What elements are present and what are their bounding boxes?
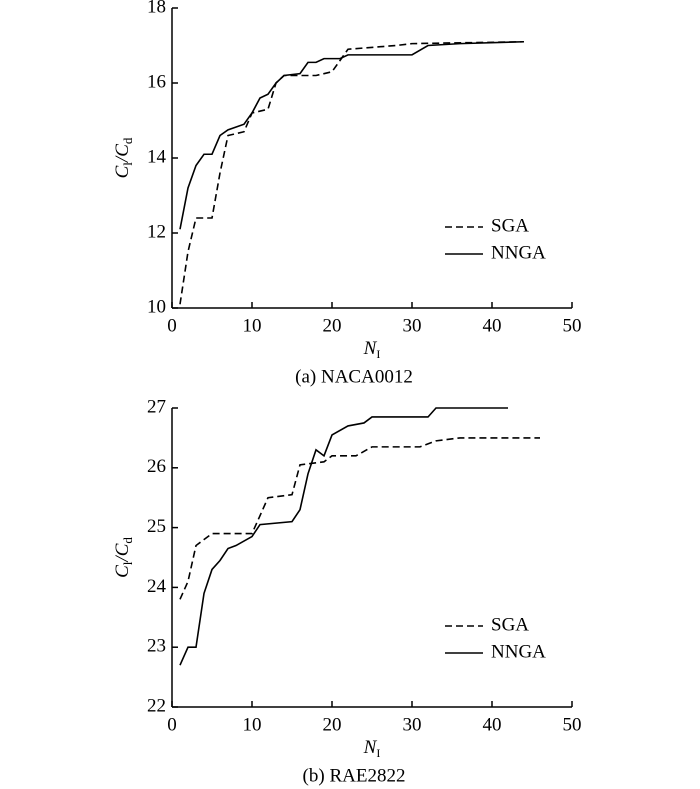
y-axis-label-part: C xyxy=(112,565,133,578)
y-tick-label: 14 xyxy=(147,146,167,167)
x-tick-label: 40 xyxy=(483,714,502,735)
y-axis-label-part: l xyxy=(120,561,135,565)
x-tick-label: 50 xyxy=(563,714,582,735)
y-tick-label: 23 xyxy=(147,636,166,657)
y-tick-label: 12 xyxy=(147,221,166,242)
legend-label: NNGA xyxy=(491,641,546,662)
y-axis-label-part: d xyxy=(120,137,135,144)
data-line xyxy=(179,437,540,600)
y-tick-label: 24 xyxy=(147,576,167,597)
legend-label: SGA xyxy=(491,614,529,635)
legend-label: SGA xyxy=(491,215,529,236)
x-tick-label: 30 xyxy=(403,315,422,336)
x-tick-label: 20 xyxy=(323,315,342,336)
y-axis-label-part: /C xyxy=(112,144,133,163)
data-line xyxy=(179,40,525,230)
x-axis-label-part: I xyxy=(376,347,380,361)
data-line xyxy=(179,407,508,666)
x-axis-label: NI xyxy=(363,737,381,759)
x-tick-label: 40 xyxy=(483,315,502,336)
x-tick-label: 30 xyxy=(403,714,422,735)
y-axis-label: Cl/Cd xyxy=(112,137,135,178)
y-tick-label: 18 xyxy=(147,0,166,17)
y-tick-label: 26 xyxy=(147,456,166,477)
y-tick-label: 16 xyxy=(147,71,166,92)
x-tick-label: 20 xyxy=(323,714,342,735)
legend-label: NNGA xyxy=(491,242,546,263)
x-tick-label: 10 xyxy=(243,315,262,336)
y-tick-label: 10 xyxy=(147,296,166,317)
subplot: 22 23 24 25 26 27 0 10 20 30 40 50 SGA NNGA Cl/Cd NI (b)… xyxy=(112,396,581,786)
y-axis-label: Cl/Cd xyxy=(112,537,135,578)
x-axis-label-part: N xyxy=(363,737,378,758)
y-axis-label-part: l xyxy=(120,162,135,166)
y-tick-label: 25 xyxy=(147,516,166,537)
y-tick-label: 27 xyxy=(147,396,166,417)
caption: (a) NACA0012 xyxy=(295,366,413,387)
y-axis-label-part: C xyxy=(112,165,133,178)
x-axis-label-part: N xyxy=(363,338,378,359)
y-axis-label-part: d xyxy=(120,537,135,544)
y-axis-label-part: /C xyxy=(112,543,133,562)
caption: (b) RAE2822 xyxy=(303,765,406,786)
x-tick-label: 10 xyxy=(243,714,262,735)
x-axis-label: NI xyxy=(363,338,381,360)
x-tick-label: 0 xyxy=(167,714,177,735)
x-axis-label-part: I xyxy=(376,746,380,760)
x-tick-label: 50 xyxy=(563,315,582,336)
y-tick-label: 22 xyxy=(147,695,166,716)
data-line xyxy=(179,40,525,305)
x-tick-label: 0 xyxy=(167,315,177,336)
